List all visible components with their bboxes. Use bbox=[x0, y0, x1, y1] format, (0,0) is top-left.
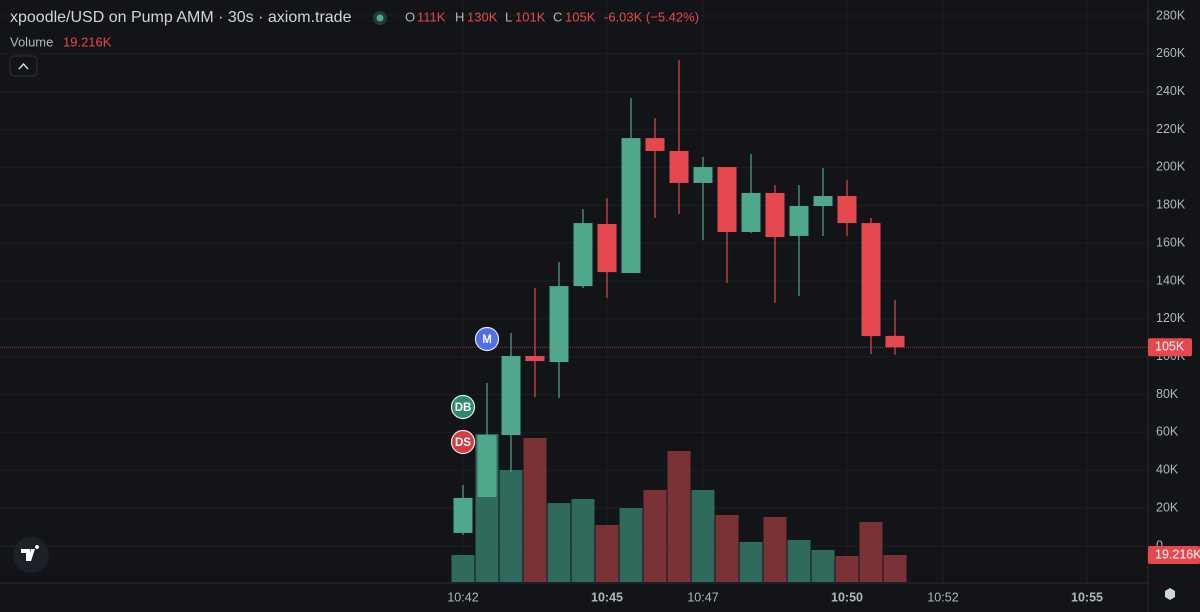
volume-bar bbox=[835, 556, 859, 582]
tv-logo[interactable] bbox=[13, 537, 49, 573]
legend-low-label: L bbox=[505, 9, 512, 24]
status-dot bbox=[376, 14, 384, 22]
volume-bar bbox=[763, 516, 787, 582]
volume-bar bbox=[691, 489, 715, 582]
legend-close-value: 105K bbox=[565, 9, 596, 24]
y-tick-label: 280K bbox=[1156, 8, 1186, 22]
marker-badge bbox=[474, 326, 500, 352]
legend-high-label: H bbox=[455, 9, 464, 24]
legend-high-value: 130K bbox=[467, 9, 498, 24]
last-price-tag bbox=[1148, 338, 1192, 357]
legend-open-value: 111K bbox=[417, 9, 446, 24]
volume-bar bbox=[619, 507, 643, 582]
candle-body bbox=[741, 192, 761, 232]
axes: 020K40K60K80K100K120K140K160K180K200K220… bbox=[447, 8, 1200, 604]
candle-body bbox=[693, 167, 713, 183]
volume-bar bbox=[499, 470, 523, 582]
y-tick-label: 140K bbox=[1156, 273, 1186, 287]
candle-layer bbox=[453, 60, 905, 536]
marker-label: DB bbox=[455, 402, 472, 414]
y-tick-label: 180K bbox=[1156, 198, 1186, 212]
y-tick-label: 80K bbox=[1156, 387, 1179, 401]
volume-bar bbox=[715, 514, 739, 582]
x-tick-label: 10:50 bbox=[831, 590, 863, 604]
tv-logo-mark[interactable] bbox=[21, 544, 40, 561]
legend-change: -6.03K (−5.42%) bbox=[604, 9, 699, 24]
legend-low-value: 101K bbox=[515, 9, 546, 24]
y-tick-label: 220K bbox=[1156, 122, 1186, 136]
y-tick-label: 200K bbox=[1156, 160, 1186, 174]
volume-bar bbox=[643, 489, 667, 582]
y-tick-label: 120K bbox=[1156, 311, 1186, 325]
volume-bar bbox=[859, 522, 883, 582]
chart-title: xpoodle/USD on Pump AMM · 30s · axiom.tr… bbox=[10, 9, 352, 26]
volume-bar bbox=[811, 549, 835, 582]
y-tick-label: 260K bbox=[1156, 46, 1186, 60]
volume-tag bbox=[1148, 546, 1200, 565]
candle-body bbox=[885, 335, 905, 348]
candle-body bbox=[573, 223, 593, 287]
candle-body bbox=[477, 435, 497, 497]
volume-bar bbox=[667, 451, 691, 582]
candle-body bbox=[669, 150, 689, 183]
marker-label: DS bbox=[455, 437, 471, 449]
volume-label: Volume bbox=[10, 34, 53, 49]
candle-body bbox=[861, 223, 881, 337]
y-tick-label: 40K bbox=[1156, 463, 1179, 477]
candle-body bbox=[597, 224, 617, 273]
x-tick-label: 10:47 bbox=[687, 590, 718, 604]
y-tick-label: 60K bbox=[1156, 425, 1179, 439]
x-tick-label: 10:42 bbox=[447, 590, 478, 604]
y-tick-label: 160K bbox=[1156, 235, 1186, 249]
candle-body bbox=[621, 138, 641, 274]
volume-bar bbox=[523, 437, 547, 582]
collapse-icon[interactable] bbox=[18, 62, 29, 70]
candle-body bbox=[765, 192, 785, 238]
volume-bar bbox=[883, 555, 907, 582]
legend-open-label: O bbox=[405, 9, 415, 24]
volume-bar bbox=[451, 555, 475, 582]
candle-body bbox=[549, 286, 569, 363]
candle-body bbox=[501, 355, 521, 436]
volume-bar bbox=[571, 498, 595, 582]
volume-bar bbox=[595, 524, 619, 582]
candle-body bbox=[453, 497, 473, 533]
last-price-label: 105K bbox=[1155, 340, 1185, 354]
volume-bar bbox=[787, 539, 811, 582]
x-tick-label: 10:55 bbox=[1071, 590, 1103, 604]
y-tick-label: 20K bbox=[1156, 500, 1179, 514]
overlay-layer: M DB DS bbox=[0, 326, 1148, 455]
collapse-button-box[interactable] bbox=[9, 55, 38, 77]
marker-badge bbox=[450, 394, 476, 420]
candle-body bbox=[813, 196, 833, 207]
candle-body bbox=[837, 196, 857, 224]
grid bbox=[0, 0, 1148, 583]
collapse-button[interactable] bbox=[9, 55, 38, 77]
candle-body bbox=[645, 138, 665, 151]
volume-tag-label: 19.216K bbox=[1155, 547, 1200, 561]
candle-body bbox=[717, 167, 737, 232]
marker-badge bbox=[450, 429, 476, 455]
x-tick-label: 10:52 bbox=[927, 590, 958, 604]
legend-close-label: C bbox=[553, 9, 562, 24]
x-tick-label: 10:45 bbox=[591, 590, 623, 604]
volume-value: 19.216K bbox=[63, 34, 112, 49]
volume-bar bbox=[547, 503, 571, 582]
volume-bar bbox=[739, 541, 763, 582]
candle-body bbox=[525, 355, 545, 362]
settings-icon[interactable] bbox=[1165, 588, 1175, 600]
y-tick-label: 240K bbox=[1156, 84, 1186, 98]
y-tick-label: 0 bbox=[1156, 538, 1163, 552]
marker-label: M bbox=[482, 334, 492, 346]
candle-body bbox=[789, 206, 809, 236]
